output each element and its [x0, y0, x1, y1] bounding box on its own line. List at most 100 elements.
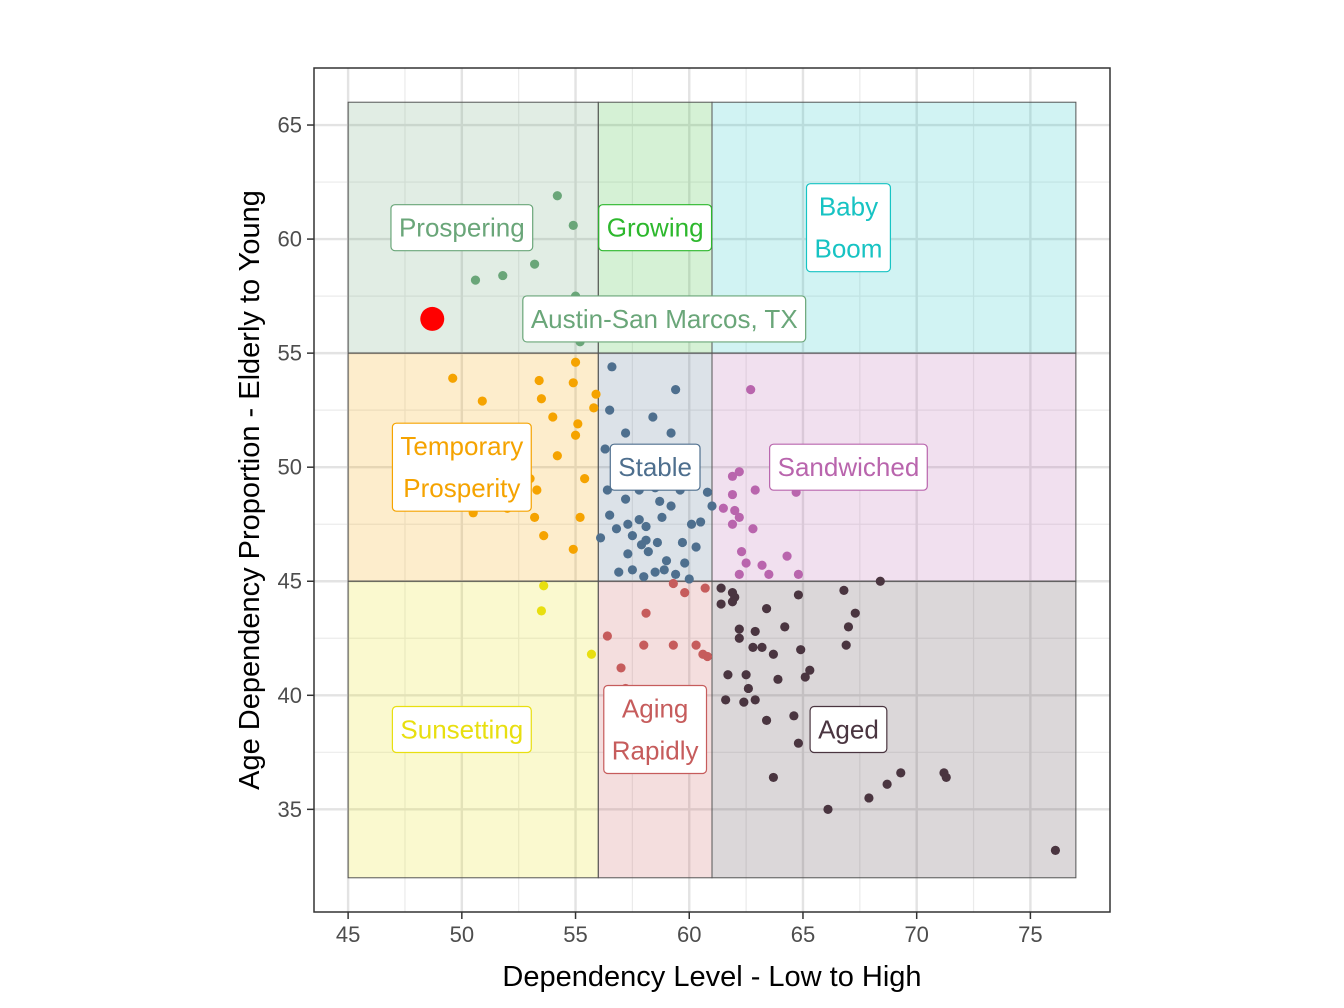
label-sunsetting: Sunsetting [391, 705, 532, 754]
point-aged [723, 670, 733, 680]
point-aged [800, 672, 810, 682]
point-stable [614, 567, 624, 577]
point-prospering [568, 220, 578, 230]
point-prospering [530, 259, 540, 269]
label-sandwiched-text: Sandwiched [778, 452, 920, 482]
point-aging-rapidly [602, 631, 612, 641]
point-aged [721, 695, 731, 705]
point-stable [671, 385, 681, 395]
point-aged [734, 633, 744, 643]
highlight-point [420, 306, 445, 331]
point-aged [1050, 845, 1061, 856]
point-stable [680, 558, 690, 568]
point-aged [896, 768, 906, 778]
label-aging-rapidly-box [603, 684, 708, 775]
point-stable [655, 496, 665, 507]
label-baby-boom-text: Boom [814, 234, 882, 264]
label-temporary-prosperity-box [391, 422, 532, 512]
y-tick-label: 45 [278, 569, 302, 594]
point-stable [702, 487, 713, 497]
label-temporary-prosperity-text: Temporary [400, 431, 523, 461]
quadrant-labels: Prospering Growing Baby Boom Temporary Prospe… [390, 183, 928, 775]
point-sandwiched [741, 558, 751, 568]
point-temporary-prosperity [570, 357, 581, 367]
y-tick-label: 50 [278, 455, 302, 480]
x-tick-label: 55 [563, 922, 587, 947]
point-stable [659, 565, 669, 575]
highlight-layer [420, 306, 445, 331]
label-sandwiched-box [769, 443, 928, 491]
label-aged-text: Aged [818, 715, 879, 745]
point-aged [739, 697, 749, 707]
point-aging-rapidly [702, 651, 713, 662]
point-stable [671, 569, 681, 580]
point-sandwiched [746, 385, 756, 395]
point-stable [643, 546, 653, 557]
label-prospering-box [390, 204, 534, 252]
point-stable [641, 521, 651, 532]
point-sandwiched [727, 471, 738, 481]
point-stable [696, 517, 706, 527]
point-aged [805, 665, 815, 675]
label-aged-box [809, 705, 888, 754]
point-stable [623, 519, 633, 529]
x-axis-title: Dependency Level - Low to High [502, 961, 921, 993]
label-prospering-text: Prospering [399, 213, 525, 243]
point-sandwiched [757, 560, 767, 570]
point-aging-rapidly [616, 663, 626, 673]
point-sandwiched [764, 569, 774, 580]
label-stable: Stable [609, 443, 701, 491]
point-stable [686, 519, 697, 529]
label-prospering: Prospering [390, 204, 534, 252]
highlight-label-text: Austin-San Marcos, TX [531, 304, 798, 334]
point-prospering [470, 275, 481, 285]
y-tick-label: 35 [278, 797, 302, 822]
point-stable [661, 556, 672, 566]
point-stable [657, 512, 667, 522]
point-temporary-prosperity [536, 394, 547, 404]
region-aged [711, 580, 1077, 879]
point-aged [841, 640, 851, 650]
point-aged [773, 674, 783, 684]
x-tick-label: 70 [904, 922, 928, 947]
label-stable-box [609, 443, 701, 491]
point-stable [639, 572, 649, 582]
point-aged [793, 590, 804, 600]
point-temporary-prosperity [477, 396, 487, 406]
point-temporary-prosperity [575, 512, 585, 522]
point-aged [743, 683, 753, 694]
label-growing: Growing [598, 204, 713, 252]
point-sandwiched [793, 569, 804, 580]
point-aged [780, 622, 790, 632]
point-stable [620, 428, 631, 438]
point-temporary-prosperity [591, 389, 601, 399]
point-sandwiched [718, 503, 728, 513]
point-temporary-prosperity [580, 473, 590, 484]
point-stable [648, 412, 658, 422]
label-baby-boom: Baby Boom [805, 183, 892, 273]
point-stable [650, 567, 660, 577]
point-stable [627, 531, 638, 541]
label-aging-rapidly-text: Aging [622, 694, 689, 724]
point-stable [707, 501, 717, 511]
point-stable [652, 537, 663, 548]
point-aging-rapidly [668, 578, 678, 589]
x-tick-label: 50 [450, 922, 474, 947]
point-aged [734, 624, 744, 634]
label-sunsetting-text: Sunsetting [400, 715, 523, 745]
label-temporary-prosperity-text: Prosperity [403, 473, 520, 503]
point-sandwiched [734, 467, 744, 477]
y-tick-label: 60 [278, 227, 302, 252]
x-tick-label: 45 [336, 922, 360, 947]
point-aged [864, 793, 874, 803]
point-sandwiched [727, 489, 738, 500]
point-aged [839, 585, 849, 595]
point-stable [666, 428, 676, 438]
label-stable-text: Stable [618, 452, 692, 482]
highlight-label: Austin-San Marcos, TX [522, 295, 807, 343]
point-temporary-prosperity [552, 451, 562, 461]
point-temporary-prosperity [532, 485, 542, 495]
point-stable [666, 501, 676, 511]
label-sandwiched: Sandwiched [769, 443, 928, 491]
point-stable [634, 515, 644, 525]
